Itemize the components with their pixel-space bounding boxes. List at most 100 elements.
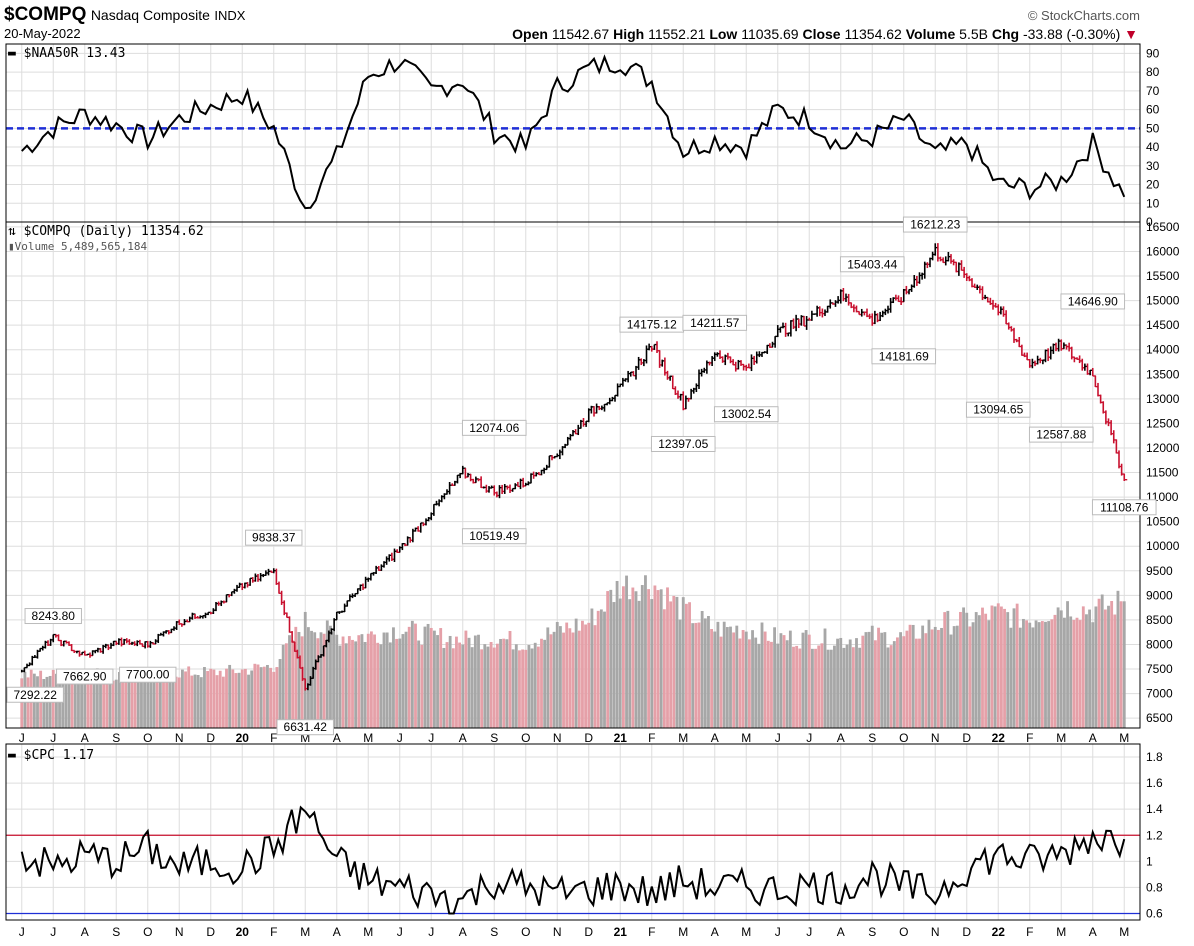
- volume-bar: [247, 674, 250, 728]
- volume-bar: [581, 620, 584, 728]
- volume-bar: [445, 642, 449, 728]
- volume-bar: [839, 637, 843, 728]
- volume-bar: [42, 679, 46, 728]
- volume-bar: [470, 647, 474, 728]
- x-tick-label: A: [1089, 731, 1097, 745]
- volume-bar: [297, 631, 301, 728]
- volume-bar: [108, 675, 112, 728]
- cpc-legend-text: $CPC 1.17: [23, 748, 95, 763]
- volume-bar: [936, 629, 940, 728]
- volume-bar: [782, 635, 786, 728]
- annotation-box: [56, 668, 114, 685]
- naa-panel: [6, 54, 1140, 210]
- volume-bar: [984, 613, 988, 728]
- price-annotation: 7700.00: [126, 668, 170, 682]
- volume-bar: [1025, 620, 1029, 728]
- volume-bar: [606, 591, 610, 728]
- volume-bar: [549, 634, 553, 728]
- volume-bar: [124, 680, 128, 728]
- y-tick-label: 0.6: [1146, 906, 1163, 920]
- volume-bar: [70, 674, 74, 728]
- volume-bar: [385, 632, 389, 728]
- y-tick-label: 70: [1146, 84, 1160, 98]
- volume-bar: [747, 639, 751, 728]
- volume-bar: [162, 667, 165, 728]
- volume-bar: [546, 627, 550, 728]
- y-tick-label: 1.8: [1146, 750, 1163, 764]
- volume-bar: [165, 669, 169, 728]
- annotation-box: [461, 528, 527, 545]
- volume-bar: [833, 645, 836, 728]
- volume-bar: [319, 632, 323, 728]
- y-tick-label: 7500: [1146, 662, 1173, 676]
- price-annotation: 12074.06: [469, 421, 519, 435]
- volume-bar: [187, 666, 191, 728]
- x-tick-label: A: [333, 731, 341, 745]
- volume-bar: [1107, 605, 1110, 728]
- x-tick-label: O: [899, 731, 908, 745]
- x-tick-label: J: [428, 925, 434, 939]
- volume-bar: [225, 668, 228, 728]
- volume-icon: ▮: [8, 240, 15, 253]
- price-annotation: 12587.88: [1036, 428, 1086, 442]
- y-tick-label: 50: [1146, 121, 1160, 135]
- x-tick-label: J: [428, 731, 434, 745]
- y-tick-label: 15000: [1146, 294, 1180, 308]
- volume-bar: [603, 611, 606, 728]
- volume-bar: [1113, 614, 1117, 728]
- volume-bar: [628, 599, 632, 728]
- x-tick-label: D: [206, 925, 215, 939]
- x-tick-label: 22: [992, 925, 1006, 939]
- volume-bar: [262, 666, 266, 728]
- volume-bar: [858, 647, 862, 728]
- x-tick-label: J: [397, 925, 403, 939]
- price-legend-text: $COMPQ (Daily) 11354.62: [23, 224, 204, 239]
- volume-bar: [489, 641, 493, 728]
- volume-bar: [105, 677, 109, 728]
- volume-bar: [1006, 612, 1010, 728]
- volume-bar: [373, 634, 376, 728]
- y-tick-label: 9000: [1146, 588, 1173, 602]
- volume-bar: [521, 649, 525, 728]
- volume-bar: [483, 644, 487, 728]
- open-label: Open: [512, 26, 548, 42]
- volume-bar: [275, 667, 279, 728]
- x-tick-label: N: [175, 925, 184, 939]
- volume-bar: [618, 598, 622, 728]
- volume-bar: [67, 677, 71, 728]
- volume-bar: [666, 587, 669, 728]
- price-annotation: 8243.80: [32, 609, 76, 623]
- volume-bar: [955, 625, 959, 728]
- volume-bar: [864, 632, 868, 728]
- volume-bar: [1119, 601, 1123, 728]
- annotation-box: [6, 686, 64, 703]
- annotation-box: [682, 314, 748, 331]
- volume-bar: [584, 624, 588, 728]
- volume-bar: [508, 630, 512, 728]
- volume-bar: [306, 627, 310, 728]
- x-tick-label: 20: [236, 731, 250, 745]
- volume-bar: [234, 673, 238, 728]
- volume-legend-text: Volume 5,489,565,184: [14, 240, 148, 253]
- volume-bar: [209, 668, 213, 728]
- x-tick-label: S: [112, 731, 120, 745]
- x-tick-label: A: [459, 731, 467, 745]
- panel-frame: [5, 743, 1141, 921]
- volume-bar: [1122, 601, 1126, 728]
- volume-bar: [760, 622, 764, 728]
- volume-bar: [738, 638, 742, 728]
- volume-bar: [669, 601, 673, 728]
- volume-bar: [735, 625, 739, 728]
- volume-bar: [335, 634, 339, 728]
- price-annotation: 7662.90: [63, 670, 107, 684]
- volume-bar: [662, 609, 666, 728]
- volume-bar: [886, 647, 890, 728]
- volume-bar: [369, 631, 373, 728]
- volume-bar: [773, 627, 777, 728]
- volume-bar: [959, 611, 962, 728]
- volume-bar: [562, 632, 565, 728]
- x-tick-label: O: [899, 925, 908, 939]
- x-tick-label: M: [363, 925, 373, 939]
- annotation-box: [276, 719, 334, 736]
